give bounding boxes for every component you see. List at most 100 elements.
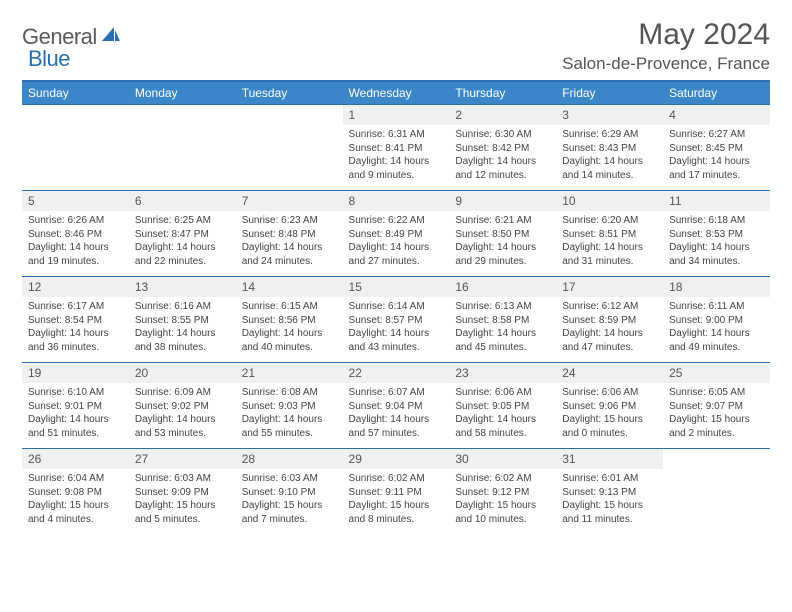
calendar-cell: 13Sunrise: 6:16 AMSunset: 8:55 PMDayligh… [129,277,236,363]
daylight-line: Daylight: 14 hours and 31 minutes. [562,241,657,268]
sunset-line: Sunset: 8:42 PM [455,142,550,156]
sunset-line: Sunset: 8:51 PM [562,228,657,242]
calendar-cell: 29Sunrise: 6:02 AMSunset: 9:11 PMDayligh… [343,449,450,535]
daylight-line: Daylight: 14 hours and 12 minutes. [455,155,550,182]
calendar-week-row: 5Sunrise: 6:26 AMSunset: 8:46 PMDaylight… [22,191,770,277]
daylight-line: Daylight: 15 hours and 0 minutes. [562,413,657,440]
sunrise-line: Sunrise: 6:07 AM [349,386,444,400]
sunrise-line: Sunrise: 6:26 AM [28,214,123,228]
day-number: 19 [22,363,129,383]
day-info: Sunrise: 6:26 AMSunset: 8:46 PMDaylight:… [22,211,129,274]
calendar-week-row: 12Sunrise: 6:17 AMSunset: 8:54 PMDayligh… [22,277,770,363]
day-number: 7 [236,191,343,211]
sunrise-line: Sunrise: 6:31 AM [349,128,444,142]
sunset-line: Sunset: 8:57 PM [349,314,444,328]
day-number: 14 [236,277,343,297]
sunset-line: Sunset: 8:43 PM [562,142,657,156]
calendar-cell: 4Sunrise: 6:27 AMSunset: 8:45 PMDaylight… [663,105,770,191]
day-number: 24 [556,363,663,383]
day-info: Sunrise: 6:15 AMSunset: 8:56 PMDaylight:… [236,297,343,360]
day-info: Sunrise: 6:29 AMSunset: 8:43 PMDaylight:… [556,125,663,188]
day-info: Sunrise: 6:09 AMSunset: 9:02 PMDaylight:… [129,383,236,446]
daylight-line: Daylight: 14 hours and 14 minutes. [562,155,657,182]
day-info: Sunrise: 6:31 AMSunset: 8:41 PMDaylight:… [343,125,450,188]
daylight-line: Daylight: 14 hours and 43 minutes. [349,327,444,354]
sunset-line: Sunset: 9:03 PM [242,400,337,414]
day-info: Sunrise: 6:01 AMSunset: 9:13 PMDaylight:… [556,469,663,532]
sunrise-line: Sunrise: 6:14 AM [349,300,444,314]
sunset-line: Sunset: 9:05 PM [455,400,550,414]
calendar-cell: 18Sunrise: 6:11 AMSunset: 9:00 PMDayligh… [663,277,770,363]
calendar-cell: 14Sunrise: 6:15 AMSunset: 8:56 PMDayligh… [236,277,343,363]
day-info: Sunrise: 6:30 AMSunset: 8:42 PMDaylight:… [449,125,556,188]
day-number: 8 [343,191,450,211]
sunrise-line: Sunrise: 6:22 AM [349,214,444,228]
calendar-cell: 19Sunrise: 6:10 AMSunset: 9:01 PMDayligh… [22,363,129,449]
calendar-week-row: 19Sunrise: 6:10 AMSunset: 9:01 PMDayligh… [22,363,770,449]
calendar-cell [236,105,343,191]
sunset-line: Sunset: 9:04 PM [349,400,444,414]
calendar-cell: 16Sunrise: 6:13 AMSunset: 8:58 PMDayligh… [449,277,556,363]
sunset-line: Sunset: 8:55 PM [135,314,230,328]
sunrise-line: Sunrise: 6:03 AM [242,472,337,486]
calendar-cell: 12Sunrise: 6:17 AMSunset: 8:54 PMDayligh… [22,277,129,363]
header: General May 2024 Salon-de-Provence, Fran… [22,18,770,74]
sunrise-line: Sunrise: 6:17 AM [28,300,123,314]
day-info: Sunrise: 6:27 AMSunset: 8:45 PMDaylight:… [663,125,770,188]
day-number: 5 [22,191,129,211]
calendar-cell: 11Sunrise: 6:18 AMSunset: 8:53 PMDayligh… [663,191,770,277]
weekday-header: Thursday [449,81,556,105]
location-text: Salon-de-Provence, France [562,54,770,74]
sunrise-line: Sunrise: 6:20 AM [562,214,657,228]
calendar-cell [22,105,129,191]
day-info: Sunrise: 6:04 AMSunset: 9:08 PMDaylight:… [22,469,129,532]
sunrise-line: Sunrise: 6:11 AM [669,300,764,314]
day-info: Sunrise: 6:13 AMSunset: 8:58 PMDaylight:… [449,297,556,360]
day-info: Sunrise: 6:03 AMSunset: 9:09 PMDaylight:… [129,469,236,532]
calendar-cell: 20Sunrise: 6:09 AMSunset: 9:02 PMDayligh… [129,363,236,449]
day-number: 29 [343,449,450,469]
logo-sub: Blue [28,46,70,72]
day-info: Sunrise: 6:07 AMSunset: 9:04 PMDaylight:… [343,383,450,446]
sunset-line: Sunset: 8:59 PM [562,314,657,328]
day-number: 3 [556,105,663,125]
day-number: 16 [449,277,556,297]
sunrise-line: Sunrise: 6:18 AM [669,214,764,228]
day-number: 28 [236,449,343,469]
sunrise-line: Sunrise: 6:05 AM [669,386,764,400]
day-number: 23 [449,363,556,383]
daylight-line: Daylight: 14 hours and 9 minutes. [349,155,444,182]
daylight-line: Daylight: 14 hours and 24 minutes. [242,241,337,268]
day-info: Sunrise: 6:03 AMSunset: 9:10 PMDaylight:… [236,469,343,532]
daylight-line: Daylight: 14 hours and 51 minutes. [28,413,123,440]
calendar-cell: 31Sunrise: 6:01 AMSunset: 9:13 PMDayligh… [556,449,663,535]
sunrise-line: Sunrise: 6:01 AM [562,472,657,486]
calendar-cell: 3Sunrise: 6:29 AMSunset: 8:43 PMDaylight… [556,105,663,191]
day-info: Sunrise: 6:21 AMSunset: 8:50 PMDaylight:… [449,211,556,274]
page: General May 2024 Salon-de-Provence, Fran… [0,0,792,553]
calendar-week-row: 1Sunrise: 6:31 AMSunset: 8:41 PMDaylight… [22,105,770,191]
sunrise-line: Sunrise: 6:09 AM [135,386,230,400]
daylight-line: Daylight: 14 hours and 40 minutes. [242,327,337,354]
sunset-line: Sunset: 8:47 PM [135,228,230,242]
day-number: 18 [663,277,770,297]
sunrise-line: Sunrise: 6:15 AM [242,300,337,314]
day-number: 20 [129,363,236,383]
sunset-line: Sunset: 8:46 PM [28,228,123,242]
sunrise-line: Sunrise: 6:06 AM [455,386,550,400]
sunset-line: Sunset: 8:45 PM [669,142,764,156]
sunrise-line: Sunrise: 6:06 AM [562,386,657,400]
daylight-line: Daylight: 15 hours and 2 minutes. [669,413,764,440]
day-info: Sunrise: 6:16 AMSunset: 8:55 PMDaylight:… [129,297,236,360]
logo-sail-icon [101,26,121,49]
day-info: Sunrise: 6:12 AMSunset: 8:59 PMDaylight:… [556,297,663,360]
sunrise-line: Sunrise: 6:12 AM [562,300,657,314]
day-number: 27 [129,449,236,469]
day-info: Sunrise: 6:11 AMSunset: 9:00 PMDaylight:… [663,297,770,360]
sunrise-line: Sunrise: 6:02 AM [349,472,444,486]
sunrise-line: Sunrise: 6:02 AM [455,472,550,486]
daylight-line: Daylight: 14 hours and 55 minutes. [242,413,337,440]
day-number: 30 [449,449,556,469]
sunset-line: Sunset: 9:08 PM [28,486,123,500]
daylight-line: Daylight: 14 hours and 57 minutes. [349,413,444,440]
